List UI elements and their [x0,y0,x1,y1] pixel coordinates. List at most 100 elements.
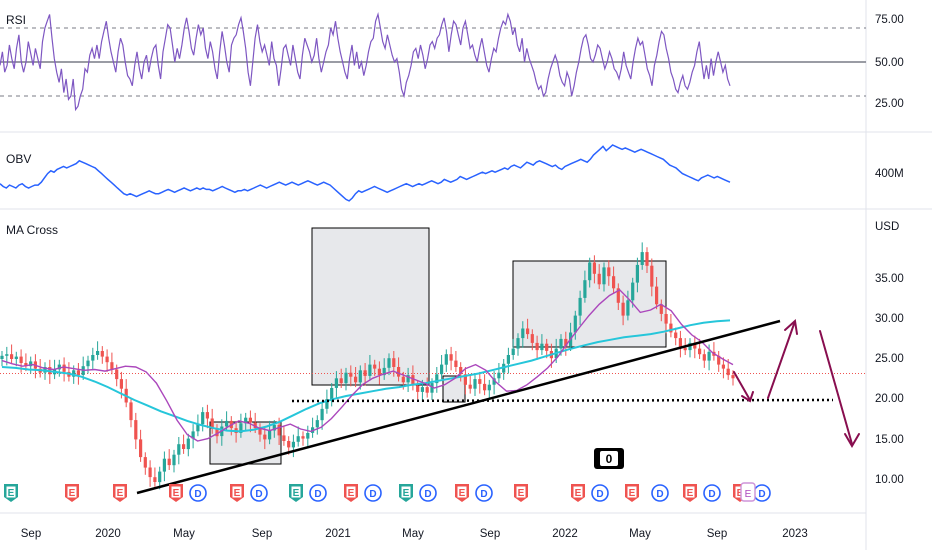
price-bar-body [115,369,119,380]
earnings-marker-inner [401,486,411,498]
rsi-pane: RSI 75.00 50.00 25.00 [0,12,904,112]
dividend-marker-letter: D [480,489,487,500]
earnings-marker-letter: E [348,488,355,499]
dividend-marker[interactable]: D [651,484,669,502]
earnings-marker-letter: E [293,488,300,499]
price-bar-body [478,379,482,384]
obv-pane-label: OBV [6,152,31,166]
price-bar-body [162,458,166,472]
dividend-marker-letter: D [255,489,262,500]
earnings-marker-letter: E [459,488,466,499]
earnings-marker[interactable]: E [113,484,127,502]
earnings-marker[interactable]: E [230,484,244,502]
price-bar-body [698,348,702,355]
earnings-marker[interactable]: E [4,484,18,502]
earnings-marker-badge[interactable] [740,482,756,502]
time-axis-label: May [173,528,195,540]
news-badge[interactable]: 0 [594,448,624,469]
earnings-marker[interactable]: E [514,484,528,502]
price-bar-body [511,348,515,355]
earnings-marker-inner [115,486,125,498]
earnings-marker-inner [67,486,77,498]
price-bar-body [588,262,592,281]
price-bar-body [463,374,467,385]
dividend-marker-letter: D [596,489,603,500]
time-axis-label: 2021 [325,528,351,540]
dividend-marker-circle[interactable] [419,484,437,502]
price-bar-body [702,354,706,361]
dividend-marker[interactable]: D [703,484,721,502]
dividend-marker[interactable]: D [189,484,207,502]
arrow-head[interactable] [741,391,754,403]
dividend-marker[interactable]: D [419,484,437,502]
arrow-down-segment[interactable] [733,371,751,401]
arrow-up-segment[interactable] [767,323,795,399]
dividend-marker[interactable]: D [753,484,771,502]
price-bar-body [674,332,678,339]
price-bar-body [420,387,424,392]
price-bar-body [282,435,286,441]
price-bar-body [119,379,123,389]
dividend-marker-circle[interactable] [364,484,382,502]
price-bar-body [129,402,133,421]
dividend-marker-letter: D [194,489,201,500]
earnings-marker[interactable]: E [683,484,697,502]
dividend-marker-circle[interactable] [703,484,721,502]
arrow-down-segment[interactable] [819,330,853,445]
price-bar-body [454,360,458,367]
dividend-marker[interactable]: D [364,484,382,502]
dividend-marker-circle[interactable] [189,484,207,502]
earnings-marker-inner [346,486,356,498]
ma-fast-line [1,289,734,442]
earnings-dividend-markers[interactable]: E E E E D E D E D E D E D E D E E D E D E D E DE [4,482,771,502]
dividend-marker[interactable]: D [591,484,609,502]
price-bar-body [497,372,501,379]
dividend-marker[interactable]: D [250,484,268,502]
price-bar-body [248,417,252,423]
price-bar-body [72,370,76,377]
earnings-marker[interactable]: E [740,482,756,502]
earnings-marker[interactable]: E [625,484,639,502]
dividend-marker-circle[interactable] [651,484,669,502]
dividend-marker-circle[interactable] [309,484,327,502]
time-axis-label: May [629,528,651,540]
price-bar-body [526,328,530,335]
price-bar-body [559,338,563,349]
price-bar-body [435,374,439,384]
earnings-marker-inner [735,486,745,498]
price-bar-body [29,361,33,367]
arrow-head[interactable] [844,433,860,448]
range-box-drawing[interactable] [311,227,430,386]
dividend-marker-circle[interactable] [475,484,493,502]
dividend-marker-circle[interactable] [250,484,268,502]
rsi-pane-label: RSI [6,13,26,27]
price-bar-body [14,356,18,359]
earnings-marker[interactable]: E [65,484,79,502]
earnings-marker[interactable]: E [571,484,585,502]
price-bar-body [664,314,668,324]
dividend-marker[interactable]: D [475,484,493,502]
time-axis[interactable]: Sep 2020 May Sep 2021 May Sep 2022 May Sep 2023 [21,528,808,540]
earnings-marker[interactable]: E [399,484,413,502]
price-pane: MA Cross USD 35.00 30.00 25.00 20.00 15.… [0,221,904,502]
earnings-marker[interactable]: E [455,484,469,502]
arrow-head[interactable] [784,319,798,335]
price-bar-body [659,304,663,314]
earnings-marker[interactable]: E [344,484,358,502]
rsi-tick-label: 50.00 [875,57,904,69]
price-bar-body [76,370,80,376]
price-bar-body [134,420,138,440]
dividend-marker[interactable]: D [309,484,327,502]
earnings-marker[interactable]: E [169,484,183,502]
support-line-drawing[interactable] [291,398,834,403]
earnings-marker[interactable]: E [289,484,303,502]
dividend-marker-circle[interactable] [591,484,609,502]
price-bar-body [717,355,721,365]
price-bar-body [721,364,725,369]
trendline-drawing[interactable] [136,319,781,495]
earnings-marker-letter: E [117,488,124,499]
earnings-marker-inner [573,486,583,498]
projection-arrows[interactable] [733,319,860,448]
